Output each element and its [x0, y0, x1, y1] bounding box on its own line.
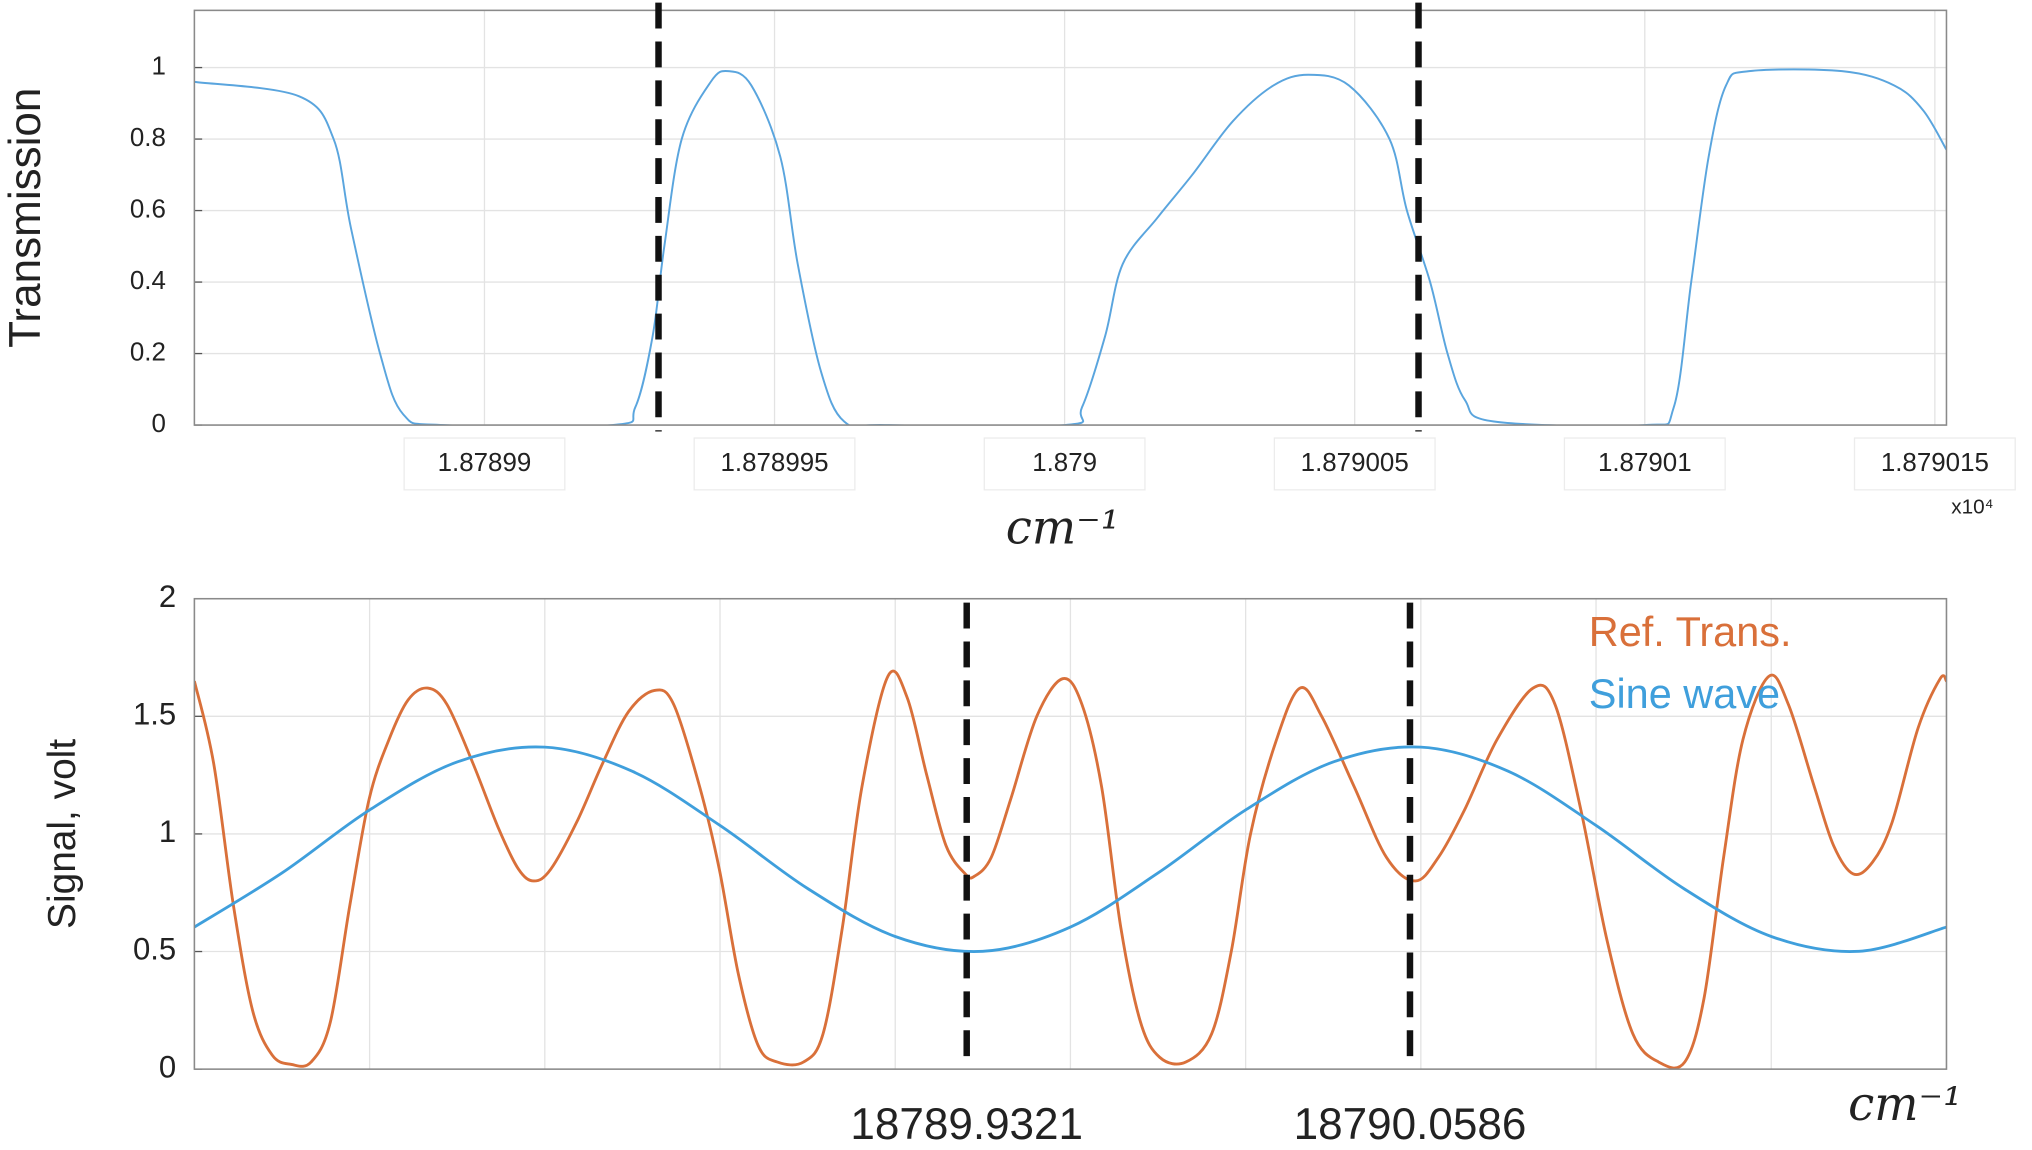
y-tick-label: 0.4 [130, 267, 166, 295]
marker-label: 18790.0586 [1294, 1100, 1527, 1149]
x-tick-label: 1.87901 [1598, 449, 1692, 477]
data-line [194, 669, 1947, 1070]
y-tick-label: 0.6 [130, 195, 166, 223]
legend-entry: Sine wave [1589, 670, 1780, 717]
legend-entry: Ref. Trans. [1589, 608, 1792, 655]
y-axis-label: Transmission [1, 88, 50, 348]
x-tick-label: 1.879005 [1301, 449, 1409, 477]
tick-label-box [1273, 437, 1436, 491]
y-tick-label: 2 [159, 579, 176, 614]
tick-label-box [403, 437, 566, 491]
plot-frame [193, 597, 1948, 1070]
tick-label-box [693, 437, 856, 491]
y-tick-label: 1 [159, 814, 176, 849]
y-tick-label: 1 [151, 52, 165, 80]
x-tick-label: 1.879 [1032, 449, 1097, 477]
y-tick-label: 0 [151, 410, 165, 438]
data-line [194, 68, 1947, 426]
x-tick-label: 1.878995 [721, 449, 829, 477]
x-tick-label: 1.879015 [1881, 449, 1989, 477]
y-axis-label: Signal, volt [41, 739, 84, 929]
plot-frame [193, 9, 1948, 426]
plot-background [194, 10, 1947, 426]
y-tick-label: 1.5 [133, 697, 176, 732]
data-line [194, 745, 1947, 953]
x-axis-label: cm⁻¹ [1848, 1078, 1962, 1132]
y-tick-label: 0.5 [133, 932, 176, 967]
tick-label-box [1853, 437, 2016, 491]
x-tick-label: 1.87899 [438, 449, 532, 477]
tick-label-box [983, 437, 1146, 491]
x-axis-label: cm⁻¹ [1006, 501, 1120, 555]
y-tick-label: 0 [159, 1049, 176, 1084]
tick-label-box [1563, 437, 1726, 491]
y-tick-label: 0.8 [130, 124, 166, 152]
marker-label: 18789.9321 [850, 1100, 1083, 1149]
axis-multiplier: x10⁴ [1951, 495, 1993, 518]
y-tick-label: 0.2 [130, 338, 166, 366]
